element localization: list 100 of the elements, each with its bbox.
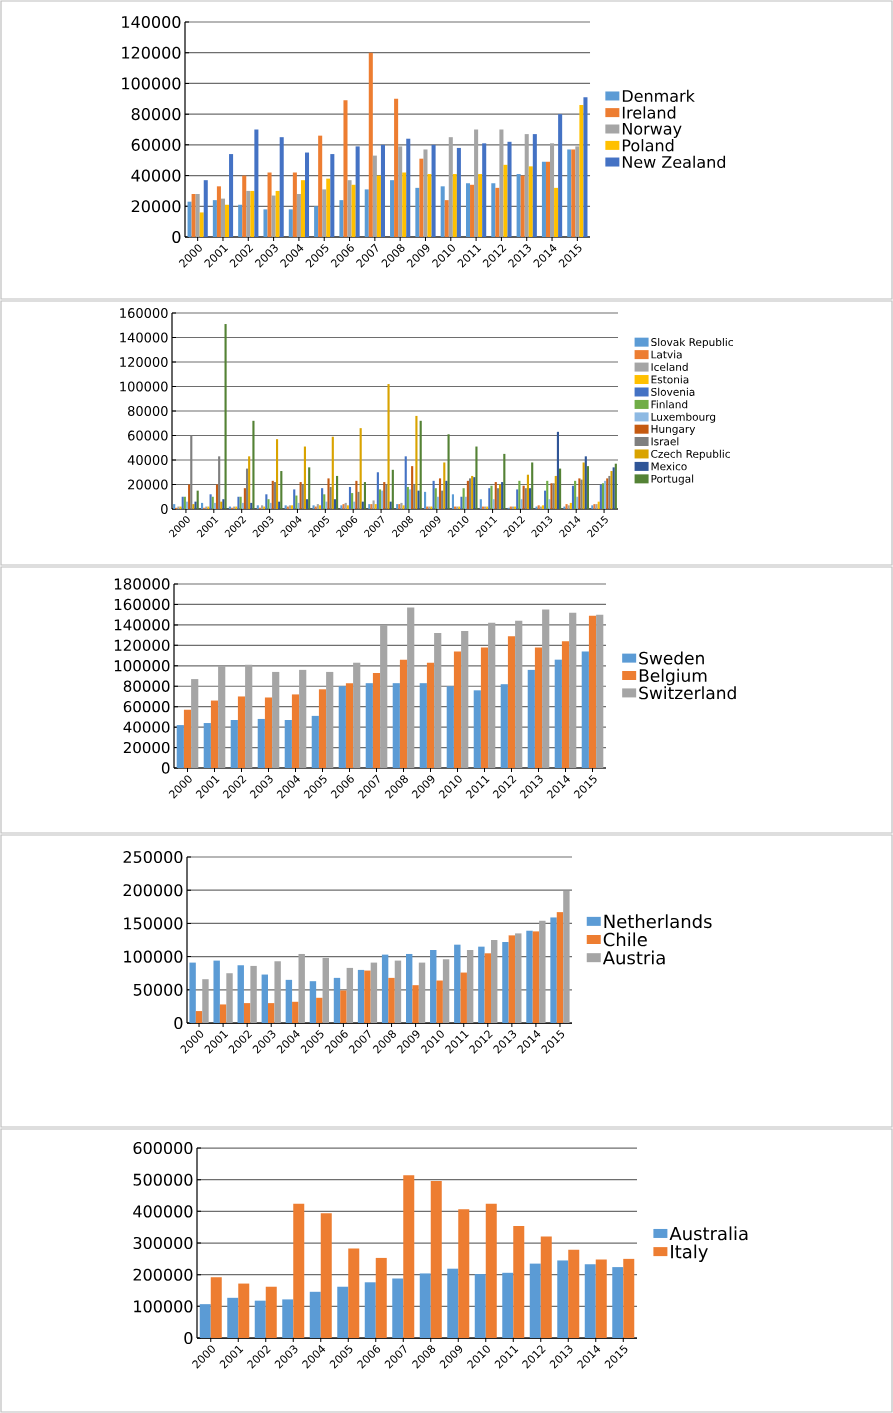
bar <box>275 190 280 237</box>
bar <box>398 146 403 237</box>
bar <box>419 1273 431 1339</box>
bar <box>322 957 329 1024</box>
y-tick-label: 250000 <box>123 850 183 864</box>
bar <box>268 1003 275 1024</box>
bar <box>446 686 454 769</box>
bar <box>550 917 557 1024</box>
bar <box>542 609 550 769</box>
bar <box>196 490 199 510</box>
bar <box>567 149 572 237</box>
bar <box>195 194 200 237</box>
y-tick-label: 0 <box>174 1016 183 1030</box>
bar <box>451 494 455 510</box>
bar <box>203 180 208 237</box>
y-tick-label: 500000 <box>133 1173 193 1186</box>
bar <box>610 471 613 510</box>
legend-label: Latvia <box>651 350 682 359</box>
bar <box>515 620 523 769</box>
bar <box>305 499 309 510</box>
bar <box>314 206 319 237</box>
bar <box>318 135 323 237</box>
y-tick-label: 400000 <box>133 1205 193 1218</box>
y-tick-label: 120000 <box>114 639 170 652</box>
bar <box>242 175 247 237</box>
bar <box>513 1225 525 1339</box>
bar <box>372 500 375 510</box>
y-tick-label: 100000 <box>124 950 183 963</box>
bar <box>191 194 196 237</box>
bar <box>612 467 615 510</box>
bar <box>411 466 414 510</box>
bar <box>503 164 508 237</box>
bar <box>473 690 481 769</box>
bar <box>326 178 331 237</box>
bar <box>548 499 551 510</box>
bar <box>529 1263 541 1339</box>
bar <box>199 212 204 237</box>
y-tick-label: 60000 <box>131 138 181 151</box>
bar <box>293 489 296 510</box>
bar <box>189 962 196 1024</box>
bar <box>280 471 283 510</box>
bar <box>210 1277 222 1339</box>
bar <box>430 949 437 1024</box>
y-tick-label: 120000 <box>120 357 168 367</box>
legend-label: Iceland <box>651 362 688 371</box>
y-tick-label: 100000 <box>122 77 181 90</box>
legend-label: Israel <box>651 437 679 446</box>
y-tick-label: 100000 <box>114 660 170 672</box>
bar <box>491 183 496 237</box>
bar <box>176 725 184 769</box>
bar <box>212 200 217 237</box>
bar <box>351 184 356 237</box>
bar <box>245 664 253 769</box>
bar <box>392 1278 404 1339</box>
bar <box>475 446 478 510</box>
bar <box>415 187 420 237</box>
bar <box>303 446 306 510</box>
bar <box>516 174 521 237</box>
bar <box>443 462 446 510</box>
bar <box>431 144 436 237</box>
bar <box>368 52 373 237</box>
bar <box>224 324 227 510</box>
y-tick-label: 150000 <box>124 917 183 930</box>
bar <box>434 488 437 510</box>
bar <box>298 953 305 1024</box>
bar <box>254 129 259 237</box>
bar <box>419 683 427 769</box>
bar <box>526 930 533 1024</box>
bar <box>250 190 255 237</box>
bar <box>340 990 347 1024</box>
bar <box>445 480 448 510</box>
bar <box>423 149 428 237</box>
y-tick-label: 50000 <box>133 983 183 996</box>
bar <box>541 161 546 237</box>
bar <box>500 684 508 769</box>
bar <box>454 944 461 1024</box>
bar <box>227 1297 239 1339</box>
bar <box>465 183 471 237</box>
bar <box>188 484 191 510</box>
bar <box>571 485 575 510</box>
bar <box>243 1003 251 1024</box>
bar <box>381 954 389 1024</box>
bar <box>507 636 516 769</box>
bar <box>183 709 192 769</box>
bar <box>442 959 450 1024</box>
y-tick-label: 0 <box>172 230 181 244</box>
bar <box>544 490 547 510</box>
bar <box>376 175 381 237</box>
legend-label: Czech Republic <box>651 449 730 460</box>
bar <box>245 468 249 510</box>
bar <box>370 962 378 1024</box>
bar <box>199 1304 211 1339</box>
bar <box>200 502 204 510</box>
bar <box>210 700 219 769</box>
bar <box>403 1175 415 1339</box>
bar <box>502 942 509 1024</box>
bar <box>568 1249 580 1339</box>
bar <box>539 920 546 1024</box>
bar <box>321 488 324 510</box>
bar <box>558 114 563 237</box>
